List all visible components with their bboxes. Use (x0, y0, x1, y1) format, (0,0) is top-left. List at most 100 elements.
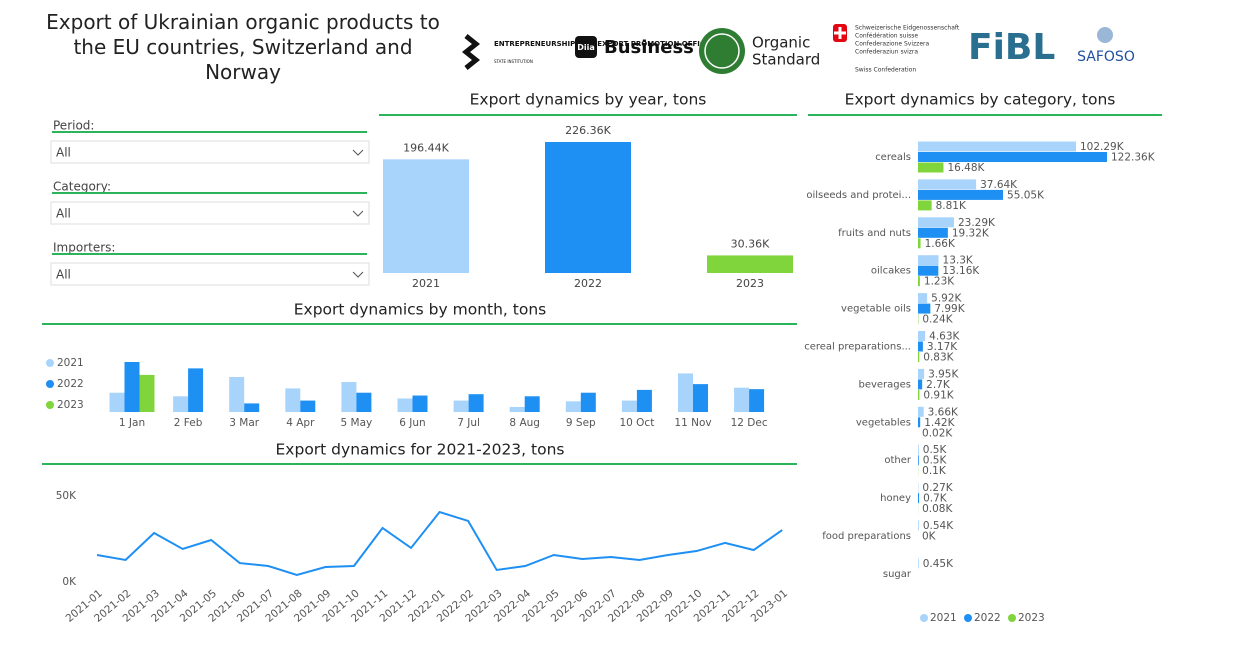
data-label: 3.66K (928, 406, 959, 418)
bar (918, 217, 954, 228)
logo-text: Business (604, 37, 694, 58)
bar (918, 238, 921, 249)
data-label: 0.54K (923, 520, 954, 532)
data-label: 1.42K (924, 417, 955, 429)
x-tick-label: 2021 (412, 277, 440, 290)
bar (918, 493, 920, 504)
legend-swatch (964, 614, 972, 622)
logo-eepo: ENTREPRENEURSHIP AND EXPORT PROMOTION OF… (461, 34, 710, 70)
bar (918, 152, 1107, 162)
bar (244, 403, 260, 412)
data-label: 55.05K (1007, 189, 1045, 201)
data-label: 30.36K (731, 237, 770, 250)
bar (188, 368, 204, 412)
bar (356, 392, 372, 412)
filter-label: Importers: (53, 241, 115, 255)
legend-label: 2022 (974, 612, 1001, 624)
bar (918, 444, 919, 455)
bar (565, 401, 581, 412)
x-tick-label: 2 Feb (174, 417, 203, 429)
data-label: 1.23K (924, 276, 955, 288)
bar (918, 179, 977, 190)
data-label: 0.7K (923, 493, 948, 505)
data-label: 0K (922, 531, 937, 543)
data-label: 3.17K (927, 341, 958, 353)
bar (918, 293, 928, 304)
bar (545, 142, 631, 273)
bar (468, 394, 484, 412)
data-label: 2.7K (926, 379, 951, 391)
data-label: 0.45K (923, 558, 954, 570)
legend-label: 2021 (930, 612, 957, 624)
y-tick-label: cereals (875, 152, 911, 163)
logo-safoso-mark (1097, 27, 1113, 43)
legend-swatch (46, 401, 54, 409)
bar (918, 406, 924, 417)
filter-label: Category: (53, 180, 111, 194)
y-tick-label: oilcakes (871, 266, 911, 277)
data-label: 37.64K (980, 179, 1018, 191)
y-tick-label: other (884, 455, 912, 466)
filter-value: All (56, 268, 71, 282)
x-tick-label: 10 Oct (619, 417, 654, 429)
filter-dropdown[interactable] (50, 201, 370, 225)
bar (397, 398, 413, 412)
dropdown-chevron (352, 271, 364, 278)
chart-title: Export dynamics by year, tons (470, 91, 707, 109)
y-tick-label: 0K (62, 576, 77, 588)
bar (918, 368, 925, 379)
data-label: 19.32K (952, 227, 990, 239)
bar (124, 362, 140, 412)
x-tick-label: 7 Jul (457, 417, 480, 429)
bar (509, 406, 525, 412)
x-tick-label: 9 Sep (566, 417, 596, 429)
logo-text: Confederazione Svizzera (855, 41, 929, 48)
logo-text: Standard (752, 51, 820, 69)
data-label: 7.99K (934, 303, 965, 315)
bar (580, 392, 596, 412)
data-label: 8.81K (936, 200, 967, 212)
bar (918, 389, 920, 400)
data-label: 0.27K (922, 482, 953, 494)
data-label: 0.08K (922, 503, 953, 515)
data-label: 226.36K (565, 124, 611, 137)
filter-dropdown[interactable] (50, 262, 370, 286)
bar (678, 373, 693, 412)
y-tick-label: honey (880, 493, 911, 504)
y-tick-label: cereal preparations... (804, 342, 911, 353)
bar (918, 303, 931, 314)
legend-label: 2021 (57, 357, 84, 369)
bar (918, 379, 923, 390)
filter-value: All (56, 207, 71, 221)
data-label: 13.3K (943, 255, 974, 267)
data-label: 0.5K (923, 455, 948, 467)
data-label: 0.91K (923, 389, 954, 401)
legend-swatch (46, 359, 54, 367)
bar (109, 392, 125, 412)
dropdown-chevron (352, 149, 364, 156)
y-tick-label: fruits and nuts (838, 228, 911, 239)
bar (453, 400, 469, 412)
bar (918, 417, 921, 428)
logo-text: Swiss Confederation (855, 67, 916, 74)
bar (383, 159, 469, 273)
filter-dropdown[interactable] (50, 140, 370, 164)
bar (918, 352, 920, 362)
logo-text: STATE INSTITUTION (494, 59, 533, 64)
data-label: 4.63K (929, 331, 960, 343)
logo-text: Schweizerische Eidgenossenschaft (855, 25, 960, 32)
y-tick-label: oilseeds and protei... (806, 190, 911, 201)
x-tick-label: 2022 (574, 277, 602, 290)
x-tick-label: 4 Apr (286, 417, 315, 429)
y-tick-label: vegetables (856, 417, 911, 428)
x-tick-label: 12 Dec (731, 417, 768, 429)
bar (918, 227, 948, 238)
y-tick-label: sugar (883, 569, 912, 580)
chart-title: Export dynamics by category, tons (845, 91, 1116, 109)
bar (918, 255, 939, 266)
logo-organic-ring (704, 33, 740, 69)
chart-title: Export dynamics by month, tons (294, 301, 547, 319)
bar (621, 400, 637, 412)
data-label: 0.24K (922, 314, 953, 326)
